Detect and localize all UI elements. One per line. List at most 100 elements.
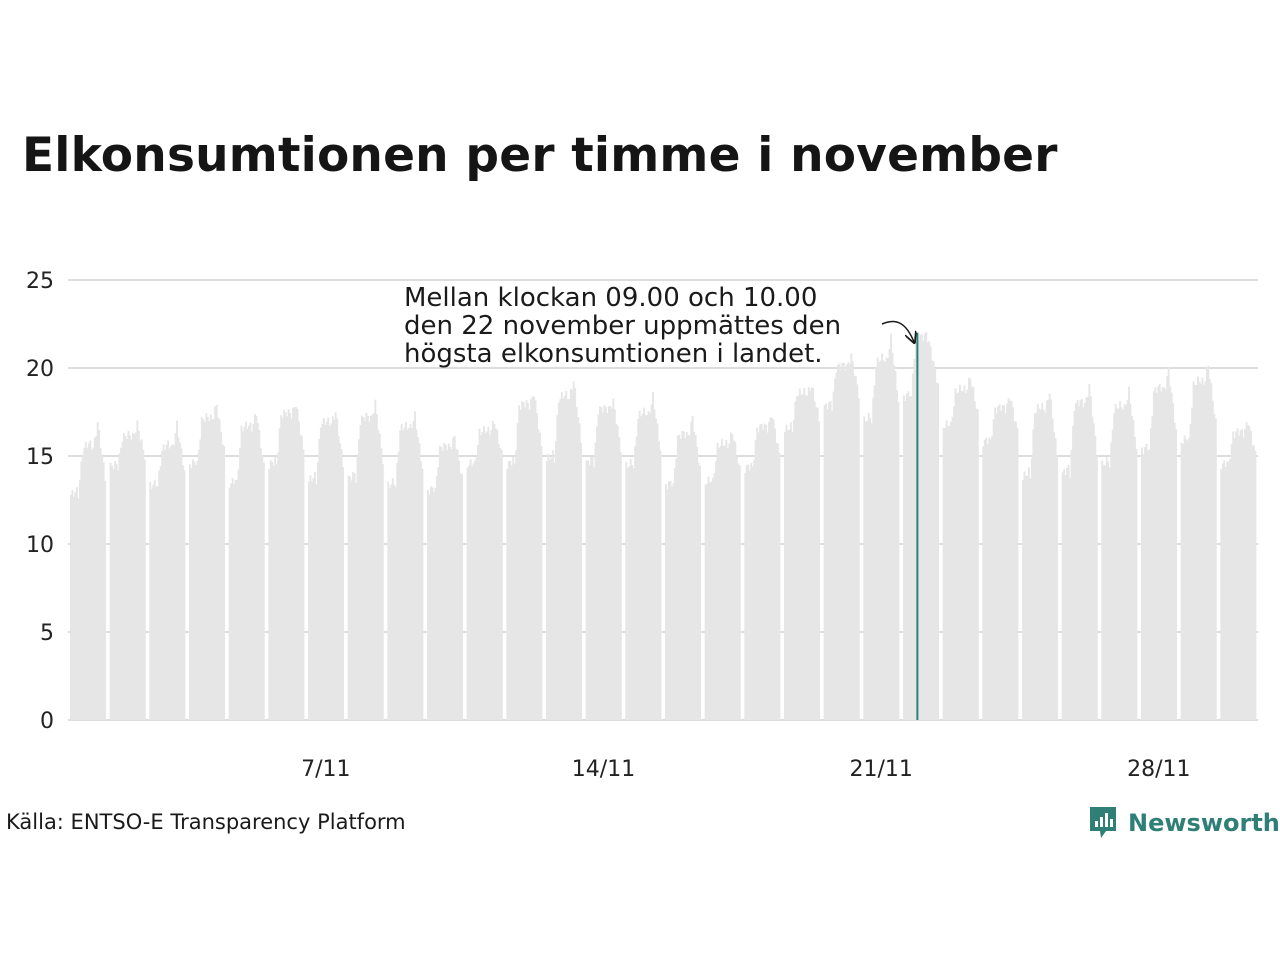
bar-hour bbox=[812, 387, 815, 720]
bar-hour bbox=[885, 357, 888, 720]
bar-hour bbox=[1110, 442, 1113, 720]
bar-hour bbox=[607, 406, 610, 720]
bar-hour bbox=[315, 484, 318, 720]
bar-hour bbox=[969, 378, 972, 720]
bar-hour bbox=[697, 462, 700, 720]
bar-hour bbox=[427, 490, 429, 720]
bar-hour bbox=[1131, 415, 1133, 720]
bar-hour bbox=[986, 444, 989, 720]
bar-hour bbox=[75, 487, 78, 720]
bar-hour bbox=[731, 434, 734, 720]
bar-hour bbox=[772, 419, 775, 720]
bar-hour bbox=[394, 486, 397, 720]
bar-hour bbox=[1235, 431, 1238, 720]
bar-hour bbox=[371, 414, 374, 720]
source-note: Källa: ENTSO-E Transparency Platform bbox=[6, 810, 406, 834]
bar-hour bbox=[431, 487, 434, 720]
bar-hour bbox=[256, 422, 259, 720]
bar-hour bbox=[491, 420, 494, 720]
bar-hour bbox=[540, 445, 543, 720]
bar-hour bbox=[361, 415, 363, 720]
bar-hour bbox=[1152, 391, 1155, 720]
bar-hour bbox=[74, 491, 77, 720]
bar-hour bbox=[468, 465, 471, 720]
bar-hour bbox=[667, 481, 670, 720]
bar-hour bbox=[289, 413, 292, 720]
bar-hour bbox=[631, 465, 634, 720]
bar-hour bbox=[816, 407, 819, 720]
bar-hour bbox=[585, 460, 588, 720]
bar-hour bbox=[989, 439, 992, 720]
bar-hour bbox=[1044, 412, 1047, 720]
bar-hour bbox=[682, 431, 685, 720]
bar-hour bbox=[722, 445, 725, 720]
bar-hour bbox=[87, 443, 90, 720]
bar-hour bbox=[358, 439, 360, 720]
bar-hour bbox=[571, 389, 574, 720]
bar-hour bbox=[785, 424, 788, 720]
bar-hour bbox=[1169, 386, 1172, 720]
bar-hour bbox=[1254, 450, 1257, 720]
bar-hour bbox=[910, 396, 913, 720]
bar-hour bbox=[828, 402, 831, 720]
bar-hour bbox=[167, 440, 170, 720]
bar-hour bbox=[443, 442, 446, 720]
bar-hour bbox=[271, 462, 274, 720]
bar-hour bbox=[666, 489, 669, 720]
bar-hour bbox=[231, 477, 234, 720]
bar-hour bbox=[937, 383, 940, 720]
bar-hour bbox=[922, 340, 925, 720]
bar-hour bbox=[1107, 461, 1110, 720]
bar-hour bbox=[656, 423, 659, 720]
bar-hour bbox=[340, 449, 343, 720]
bar-hour bbox=[1078, 406, 1080, 720]
bar-hour bbox=[221, 444, 224, 720]
page-title: Elkonsumtionen per timme i november bbox=[22, 128, 1058, 183]
bar-hour bbox=[269, 460, 272, 720]
bar-hour bbox=[932, 361, 935, 720]
bar-hour bbox=[477, 444, 479, 720]
bar-hour bbox=[406, 429, 409, 720]
bar-hour bbox=[929, 346, 932, 720]
bar-hour bbox=[1232, 431, 1235, 720]
bar-hour bbox=[1038, 408, 1041, 720]
bar-hour bbox=[863, 416, 866, 720]
bar-hour bbox=[1108, 467, 1111, 720]
bar-hour bbox=[220, 432, 223, 720]
bar-hour bbox=[309, 475, 312, 720]
annotation-arrow bbox=[881, 320, 914, 342]
bar-hour bbox=[715, 460, 717, 720]
bar-hour bbox=[308, 481, 310, 720]
bar-hour bbox=[347, 475, 350, 720]
bar-hour bbox=[778, 453, 781, 720]
bar-hour bbox=[118, 453, 121, 720]
bar-hour bbox=[455, 448, 458, 720]
bar-hour bbox=[1163, 387, 1166, 720]
bar-hour bbox=[838, 363, 841, 720]
bar-hour bbox=[334, 412, 337, 720]
bar-hour bbox=[596, 426, 598, 720]
bar-hour bbox=[355, 483, 357, 720]
bar-hour bbox=[853, 375, 856, 720]
bar-hour bbox=[500, 449, 503, 720]
bar-hour bbox=[831, 411, 833, 720]
bar-hour bbox=[1030, 458, 1033, 720]
bar-hour bbox=[560, 391, 563, 720]
bar-hour bbox=[432, 491, 435, 720]
bar-hour bbox=[444, 444, 447, 720]
bar-hour bbox=[366, 416, 369, 720]
bar-hour bbox=[534, 400, 537, 720]
bar-hour bbox=[278, 428, 281, 720]
bar-hour bbox=[928, 341, 931, 720]
bar-hour bbox=[825, 403, 828, 720]
bar-hour bbox=[1242, 437, 1245, 720]
newsworthy-logo-icon bbox=[1090, 807, 1116, 838]
bar-hour bbox=[1064, 475, 1067, 720]
bar-hour bbox=[634, 445, 637, 720]
bar-hour bbox=[150, 488, 153, 720]
bar-hour bbox=[140, 439, 143, 720]
bar-hour bbox=[801, 394, 804, 720]
bar-hour bbox=[239, 448, 241, 720]
bar-hour bbox=[882, 360, 885, 720]
bar-hour bbox=[435, 476, 438, 720]
